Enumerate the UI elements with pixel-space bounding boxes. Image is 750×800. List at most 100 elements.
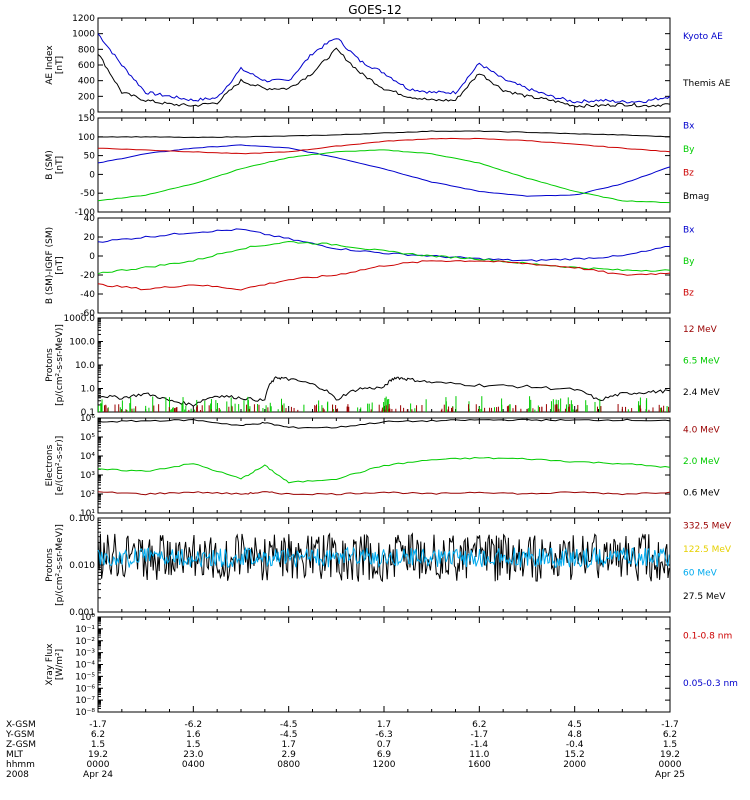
y-tick-label: 200 [78,92,95,102]
legend-122-5-MeV: 122.5 MeV [683,545,732,555]
y-tick-label: 10³ [80,471,95,481]
y-tick-label: 10⁻⁸ [75,708,95,718]
y-axis-label: Protons [45,348,55,382]
x-row-value: 2.9 [282,750,297,760]
y-tick-label: 10⁰ [80,613,95,623]
legend-By: By [683,145,695,155]
x-row-value: 2000 [563,760,586,770]
y-axis-label: B (SM)-IGRF (SM) [45,227,55,304]
legend-Bx: Bx [683,122,695,132]
x-row-label-Z-GSM: Z-GSM [6,740,36,750]
y-tick-label: -20 [80,271,95,281]
y-tick-label: 800 [78,45,95,55]
x-row-value: -4.5 [280,730,298,740]
x-row-label-Y-GSM: Y-GSM [5,730,34,740]
x-row-value: 6.2 [91,730,105,740]
y-tick-label: 1000.0 [64,314,96,324]
series-Bz [98,137,671,155]
y-tick-label: 0.1 [81,408,95,418]
y-tick-label: 1000 [72,30,95,40]
panel-frame-bigrf [97,217,671,314]
legend-Themis-AE: Themis AE [682,79,731,89]
y-tick-label: 0 [89,170,95,180]
series-By [97,240,671,275]
panel-frame-xray [97,616,671,713]
y-axis-label: Protons [45,548,55,582]
x-row-value: 0400 [182,760,205,770]
y-axis-label: [p/(cm²-s-sr-MeV)] [55,324,65,406]
legend-Bx: Bx [683,225,695,235]
x-row-value: 0000 [87,760,110,770]
panel-electrons: 10¹ 10² 10³ 10⁴ 10⁵ 10⁶ Electrons [e/(cm²-s-sr)… [45,414,720,519]
x-row-label-hhmm: hhmm [6,760,35,770]
legend-By: By [683,257,695,267]
y-tick-label: -50 [80,189,95,199]
y-tick-label: 100 [78,133,95,143]
y-tick-label: 0 [89,108,95,118]
y-tick-label: 0.100 [69,514,95,524]
legend-0-6-MeV: 0.6 MeV [683,489,720,499]
series-Kyoto-AE [97,33,671,104]
legend-4-0-MeV: 4.0 MeV [683,425,720,435]
panel-xray: 10⁻⁸ 10⁻⁷ 10⁻⁶ 10⁻⁵10⁻⁴ 10⁻³ 10⁻² 10⁻¹ 10⁰ Xray … [45,613,738,718]
panel-frame-bgsm [97,117,671,213]
y-tick-label: -40 [80,290,95,300]
legend-Bz: Bz [683,169,694,179]
x-row-value: 1.5 [91,740,105,750]
series-4-0-MeV [97,491,671,496]
x-row-value: 1.5 [186,740,200,750]
y-tick-label: 10⁻³ [75,649,95,659]
legend-Bz: Bz [683,289,694,299]
x-row-value: 0.7 [377,740,391,750]
y-tick-label: 10¹ [80,509,95,519]
y-tick-label: 150 [78,114,95,124]
legend-12-MeV: 12 MeV [683,325,718,335]
x-row-value: 1.6 [186,730,201,740]
legend-2-4-MeV: 2.4 MeV [683,388,720,398]
panel-protons1: 0.1 1.0 10.0 100.0 1000.0 Protons [p/(cm²-s-sr… [45,314,720,418]
legend-0-1-0-8-nm: 0.1-0.8 nm [683,631,732,641]
y-tick-label: 10⁵ [80,433,95,443]
y-tick-label: 1200 [72,14,95,24]
x-row-value: -1.7 [471,730,489,740]
x-row-value: 1.7 [377,720,391,730]
y-tick-label: 20 [84,233,96,243]
series-Bx [97,144,671,197]
y-tick-label: 10.0 [75,361,95,371]
panel-ae: 0 200 400 600 800 1000 1200 AE Index [nT] Kyoto A… [45,14,731,118]
y-axis-label: [nT] [55,56,65,74]
panel-frame-protons1 [97,317,671,413]
x-row-value: Apr 25 [655,770,685,780]
legend-332-5-MeV: 332.5 MeV [683,522,732,532]
legend-Kyoto-AE: Kyoto AE [683,32,723,42]
legend-Bmag: Bmag [683,192,709,202]
panel-bigrf: -60 -40 -20 0 20 40 B (SM)-IGRF (SM) [nT] Bx By Bz [45,214,695,319]
x-row-value: -6.3 [375,730,393,740]
x-row-label-2008: 2008 [6,770,29,780]
x-row-value: 19.2 [88,750,108,760]
y-tick-label: 10⁻¹ [75,625,95,635]
y-tick-label: 0 [89,252,95,262]
series-Bx [97,228,670,262]
y-tick-label: 10⁻⁵ [75,672,95,682]
x-row-value: 23.0 [183,750,203,760]
x-row-value: 4.5 [568,720,582,730]
x-row-label-X-GSM: X-GSM [6,720,36,730]
chart-title: GOES-12 [348,3,402,17]
y-tick-label: 100.0 [69,338,95,348]
series-By [97,149,671,204]
y-tick-label: 10⁻⁷ [75,696,95,706]
panel-bgsm: -100 -50 0 50 100 150 B (SM) [nT] Bx By Bz Bmag [45,114,709,218]
y-tick-label: 400 [78,77,95,87]
legend-2-0-MeV: 2.0 MeV [683,457,720,467]
legend-0-05-0-3-nm: 0.05-0.3 nm [683,679,738,689]
x-row-value: 6.2 [472,720,486,730]
y-axis-label: Electrons [45,444,55,486]
series-Bz [97,260,671,291]
x-row-value: 11.0 [469,750,489,760]
x-row-value: 0800 [277,760,300,770]
y-tick-label: 10⁴ [80,452,95,462]
x-row-value: 6.2 [663,730,677,740]
x-row-value: -6.2 [185,720,203,730]
